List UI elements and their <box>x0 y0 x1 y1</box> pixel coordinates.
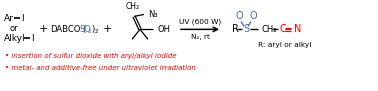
Text: I: I <box>31 34 34 43</box>
Text: 2: 2 <box>88 29 91 34</box>
Text: Alkyl: Alkyl <box>4 34 26 43</box>
Text: DABCO·(: DABCO·( <box>50 25 86 34</box>
Text: N: N <box>294 24 301 34</box>
Text: N₃: N₃ <box>148 10 158 19</box>
Text: CH₂: CH₂ <box>262 25 277 34</box>
Text: SO: SO <box>79 25 91 34</box>
Text: UV (600 W): UV (600 W) <box>179 18 221 25</box>
Text: S: S <box>243 24 249 34</box>
Text: Ar: Ar <box>4 14 14 23</box>
Text: OH: OH <box>158 25 171 34</box>
Text: +: + <box>38 24 48 34</box>
Text: or: or <box>10 24 19 33</box>
Text: R: R <box>232 24 239 34</box>
Text: C: C <box>280 24 287 34</box>
Text: 2: 2 <box>95 29 99 34</box>
Text: • insertion of sulfur dioxide with aryl/alkyl iodide: • insertion of sulfur dioxide with aryl/… <box>5 53 177 59</box>
Text: N₂, rt: N₂, rt <box>191 34 209 40</box>
Text: CH₂: CH₂ <box>126 2 140 11</box>
Text: O: O <box>249 11 257 21</box>
Text: ): ) <box>91 25 94 34</box>
Text: +: + <box>102 24 112 34</box>
Text: I: I <box>21 14 23 23</box>
Text: R: aryl or alkyl: R: aryl or alkyl <box>258 42 311 48</box>
Text: O: O <box>235 11 243 21</box>
Text: • metal- and additive-free under ultraviolet irradiation: • metal- and additive-free under ultravi… <box>5 65 196 71</box>
